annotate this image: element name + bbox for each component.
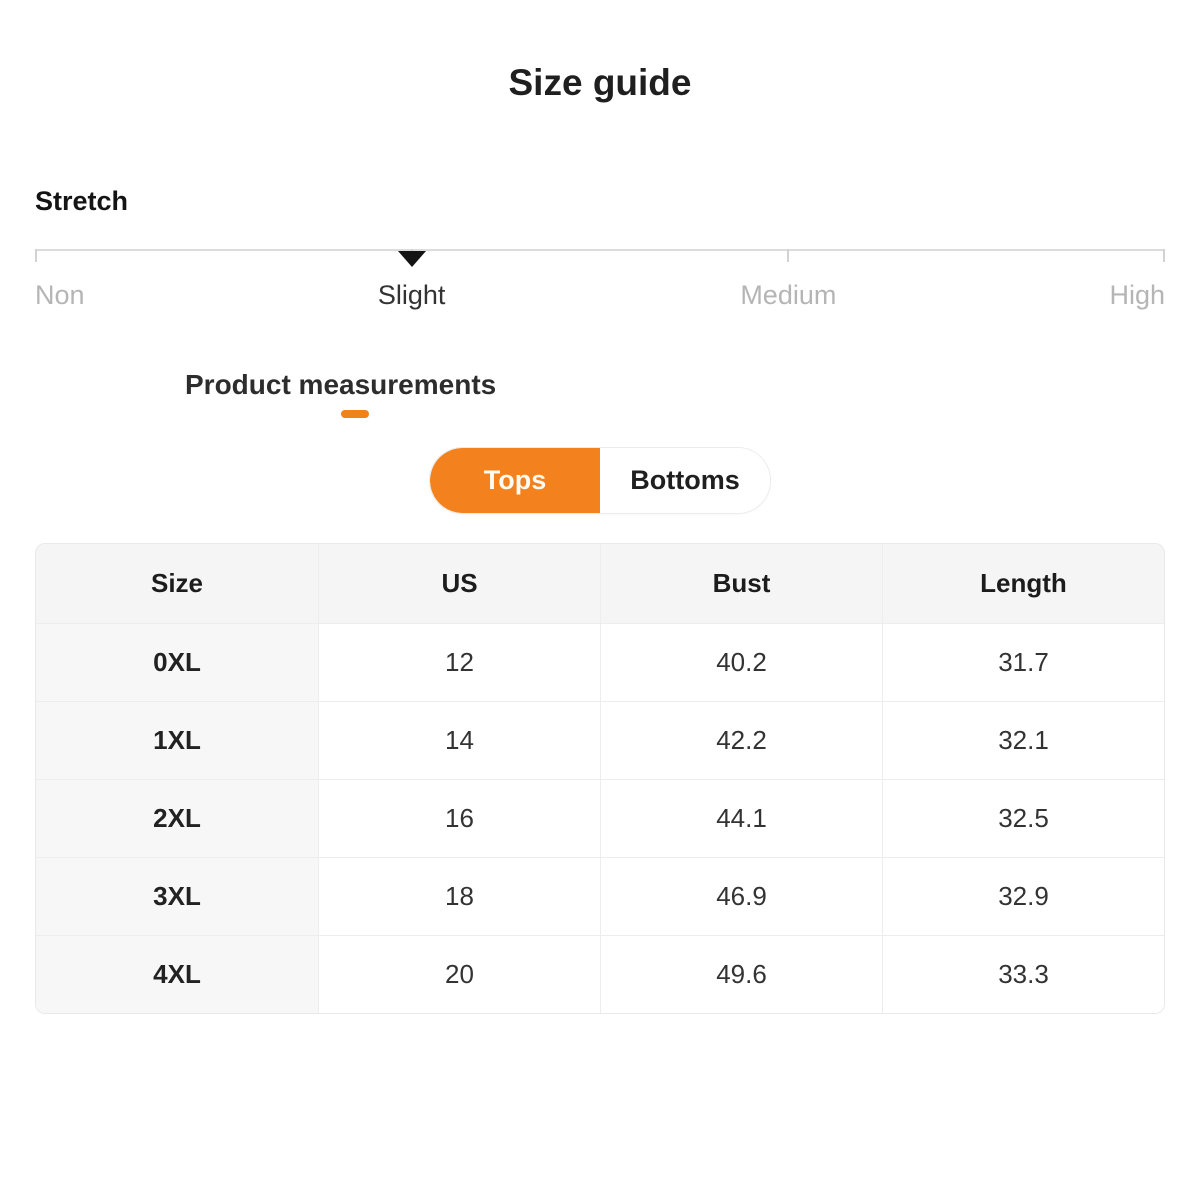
table-cell: 32.1 — [882, 701, 1164, 779]
size-table: Size US Bust Length 0XL 12 40.2 31.7 1XL… — [35, 543, 1165, 1014]
table-cell: 33.3 — [882, 935, 1164, 1013]
table-header-cell: US — [318, 544, 600, 623]
table-cell: 20 — [318, 935, 600, 1013]
table-cell-size: 1XL — [36, 701, 318, 779]
table-cell-size: 0XL — [36, 623, 318, 701]
tab-tops[interactable]: Tops — [430, 448, 600, 513]
product-measurements-heading: Product measurements — [185, 369, 497, 400]
page-title: Size guide — [508, 62, 692, 103]
slider-tick — [35, 249, 37, 262]
table-cell: 44.1 — [600, 779, 882, 857]
table-cell: 46.9 — [600, 857, 882, 935]
table-cell-size: 2XL — [36, 779, 318, 857]
table-cell: 32.5 — [882, 779, 1164, 857]
table-cell: 31.7 — [882, 623, 1164, 701]
stretch-option-non: Non — [35, 280, 85, 310]
table-header-cell: Size — [36, 544, 318, 623]
stretch-options: Non Slight Medium High — [35, 280, 1165, 316]
table-cell-size: 4XL — [36, 935, 318, 1013]
table-header-cell: Bust — [600, 544, 882, 623]
table-cell: 14 — [318, 701, 600, 779]
table-cell-size: 3XL — [36, 857, 318, 935]
slider-marker-triangle-icon — [397, 251, 426, 267]
slider-tick — [787, 249, 790, 262]
table-cell: 42.2 — [600, 701, 882, 779]
table-cell: 16 — [318, 779, 600, 857]
tops-bottoms-toggle: Tops Bottoms — [429, 447, 771, 514]
stretch-slider-track — [35, 249, 1165, 267]
table-cell: 40.2 — [600, 623, 882, 701]
table-cell: 32.9 — [882, 857, 1164, 935]
tab-bottoms[interactable]: Bottoms — [600, 448, 770, 513]
table-header-cell: Length — [882, 544, 1164, 623]
stretch-option-medium: Medium — [740, 280, 837, 310]
stretch-option-high: High — [1109, 280, 1165, 310]
table-cell: 49.6 — [600, 935, 882, 1013]
stretch-option-slight: Slight — [377, 280, 446, 310]
heading-underline — [341, 410, 369, 418]
slider-tick — [1163, 249, 1165, 262]
stretch-section-label: Stretch — [35, 186, 129, 216]
table-cell: 12 — [318, 623, 600, 701]
table-cell: 18 — [318, 857, 600, 935]
